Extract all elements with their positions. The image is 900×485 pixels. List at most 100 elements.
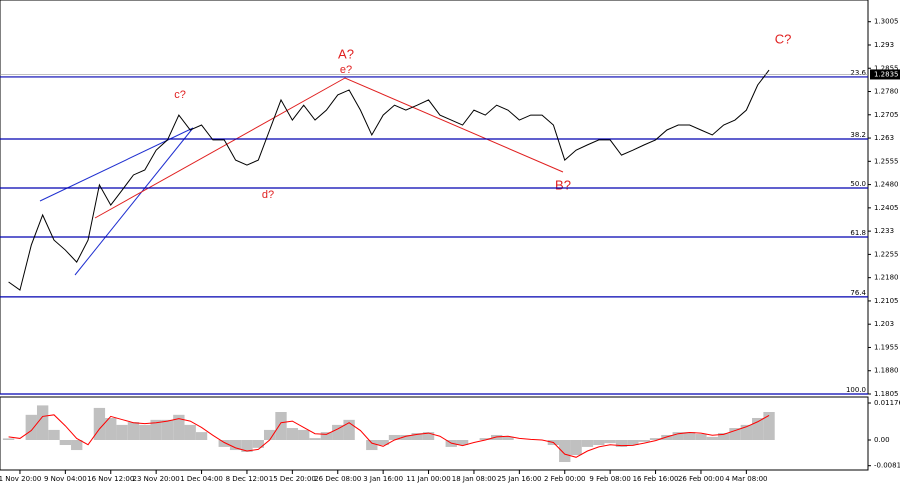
fib-level-label: 38.2: [850, 131, 866, 139]
x-tick-label: 23 Nov 20:00: [133, 475, 180, 483]
histogram-bar: [559, 439, 571, 463]
histogram-bar: [263, 429, 276, 440]
y-tick-label: 1.1805: [874, 390, 899, 398]
histogram-bar: [218, 439, 230, 447]
price-line: [8, 69, 770, 291]
y-tick-label: 1.233: [874, 227, 894, 235]
histogram-bar: [717, 433, 730, 440]
histogram-bar: [343, 419, 355, 440]
y-tick-label: 1.263: [874, 134, 894, 142]
histogram-bar: [593, 439, 605, 446]
histogram-bar: [275, 412, 287, 440]
histogram-bar: [479, 438, 491, 440]
x-tick-label: 26 Feb 00:00: [678, 475, 724, 483]
y-tick-label: 0.01176: [874, 399, 900, 407]
y-tick-label: 1.1880: [874, 367, 899, 375]
main-panel: [0, 0, 869, 395]
histogram-bar: [366, 439, 378, 451]
signal-line: [8, 414, 770, 458]
histogram-bar: [93, 407, 106, 440]
histogram-bar: [105, 417, 117, 440]
fib-level-label: 76.4: [850, 289, 866, 297]
histogram-bar: [229, 439, 242, 451]
y-tick-label: 1.3005: [874, 18, 899, 26]
channel-line: [74, 127, 194, 276]
y-tick-label: 1.1955: [874, 343, 899, 351]
fib-level-label: 23.6: [850, 69, 866, 77]
x-tick-label: 9 Nov 04:00: [44, 475, 87, 483]
histogram-bar: [570, 439, 582, 456]
histogram-bar: [298, 429, 310, 440]
fib-level-label: 100.0: [846, 386, 866, 394]
histogram-bar: [695, 434, 707, 440]
y-tick-label: 1.2105: [874, 297, 899, 305]
histogram-bar: [286, 428, 299, 440]
histogram-bar: [150, 419, 162, 440]
x-tick-label: 25 Jan 16:00: [497, 475, 541, 483]
x-tick-label: 26 Dec 08:00: [314, 475, 361, 483]
wave-label: A?: [338, 46, 354, 61]
x-tick-label: 16 Feb 16:00: [633, 475, 679, 483]
x-tick-label: 8 Dec 12:00: [226, 475, 269, 483]
fib-level-label: 50.0: [850, 180, 866, 188]
wave-label: c?: [174, 89, 186, 101]
y-tick-label: 1.2405: [874, 204, 899, 212]
histogram-bar: [161, 419, 174, 440]
histogram-bar: [729, 428, 741, 440]
indicator-panel: [0, 396, 869, 471]
histogram-bar: [627, 439, 639, 446]
last-price-box: [870, 69, 900, 80]
x-tick-label: 1 Dec 04:00: [180, 475, 223, 483]
histogram-bar: [502, 436, 514, 440]
x-tick-label: 4 Mar 08:00: [725, 475, 767, 483]
x-tick-label: 1 Nov 20:00: [0, 475, 41, 483]
histogram-bar: [672, 432, 684, 440]
y-tick-label: -0.00817: [874, 462, 900, 470]
y-tick-label: 1.2255: [874, 250, 899, 258]
histogram-bar: [400, 434, 412, 440]
histogram-bar: [411, 433, 423, 440]
histogram-bar: [320, 432, 333, 440]
histogram-bar: [195, 432, 208, 440]
x-tick-label: 16 Nov 12:00: [87, 475, 134, 483]
histogram-bar: [25, 414, 37, 440]
histogram-bar: [683, 432, 696, 440]
histogram-bar: [127, 422, 140, 440]
histogram-bar: [661, 434, 673, 440]
histogram-bar: [649, 438, 662, 440]
wave-label: d?: [262, 189, 274, 201]
y-tick-label: 1.2180: [874, 274, 899, 282]
last-price-label: 1.2835: [874, 70, 899, 78]
y-tick-label: 1.293: [874, 41, 894, 49]
histogram-bar: [48, 429, 60, 440]
x-tick-label: 9 Feb 08:00: [589, 475, 630, 483]
histogram-bar: [332, 424, 344, 440]
y-tick-label: 1.2780: [874, 88, 899, 96]
histogram-bar: [139, 424, 151, 440]
histogram-bar: [241, 439, 253, 452]
y-tick-label: 1.2555: [874, 157, 899, 165]
histogram-bar: [59, 439, 72, 446]
histogram-bar: [377, 439, 389, 446]
histogram-bar: [740, 424, 753, 440]
histogram-bar: [604, 439, 616, 444]
histogram-bar: [638, 439, 650, 442]
histogram-bar: [2, 438, 15, 440]
histogram-bar: [615, 439, 628, 447]
wave-label: B?: [555, 177, 571, 192]
histogram-bar: [36, 405, 49, 440]
y-tick-label: 0.00: [874, 436, 890, 444]
y-tick-label: 1.2480: [874, 181, 899, 189]
histogram-bar: [490, 434, 503, 440]
histogram-bar: [752, 417, 764, 440]
histogram-bar: [763, 412, 775, 440]
y-tick-label: 1.2855: [874, 64, 899, 72]
fib-level-label: 61.8: [850, 229, 866, 237]
y-tick-label: 1.203: [874, 320, 894, 328]
x-tick-label: 15 Dec 20:00: [269, 475, 316, 483]
wave-line: [94, 77, 564, 219]
x-tick-label: 2 Feb 00:00: [544, 475, 585, 483]
y-tick-label: 1.2705: [874, 111, 899, 119]
x-tick-label: 18 Jan 08:00: [452, 475, 496, 483]
